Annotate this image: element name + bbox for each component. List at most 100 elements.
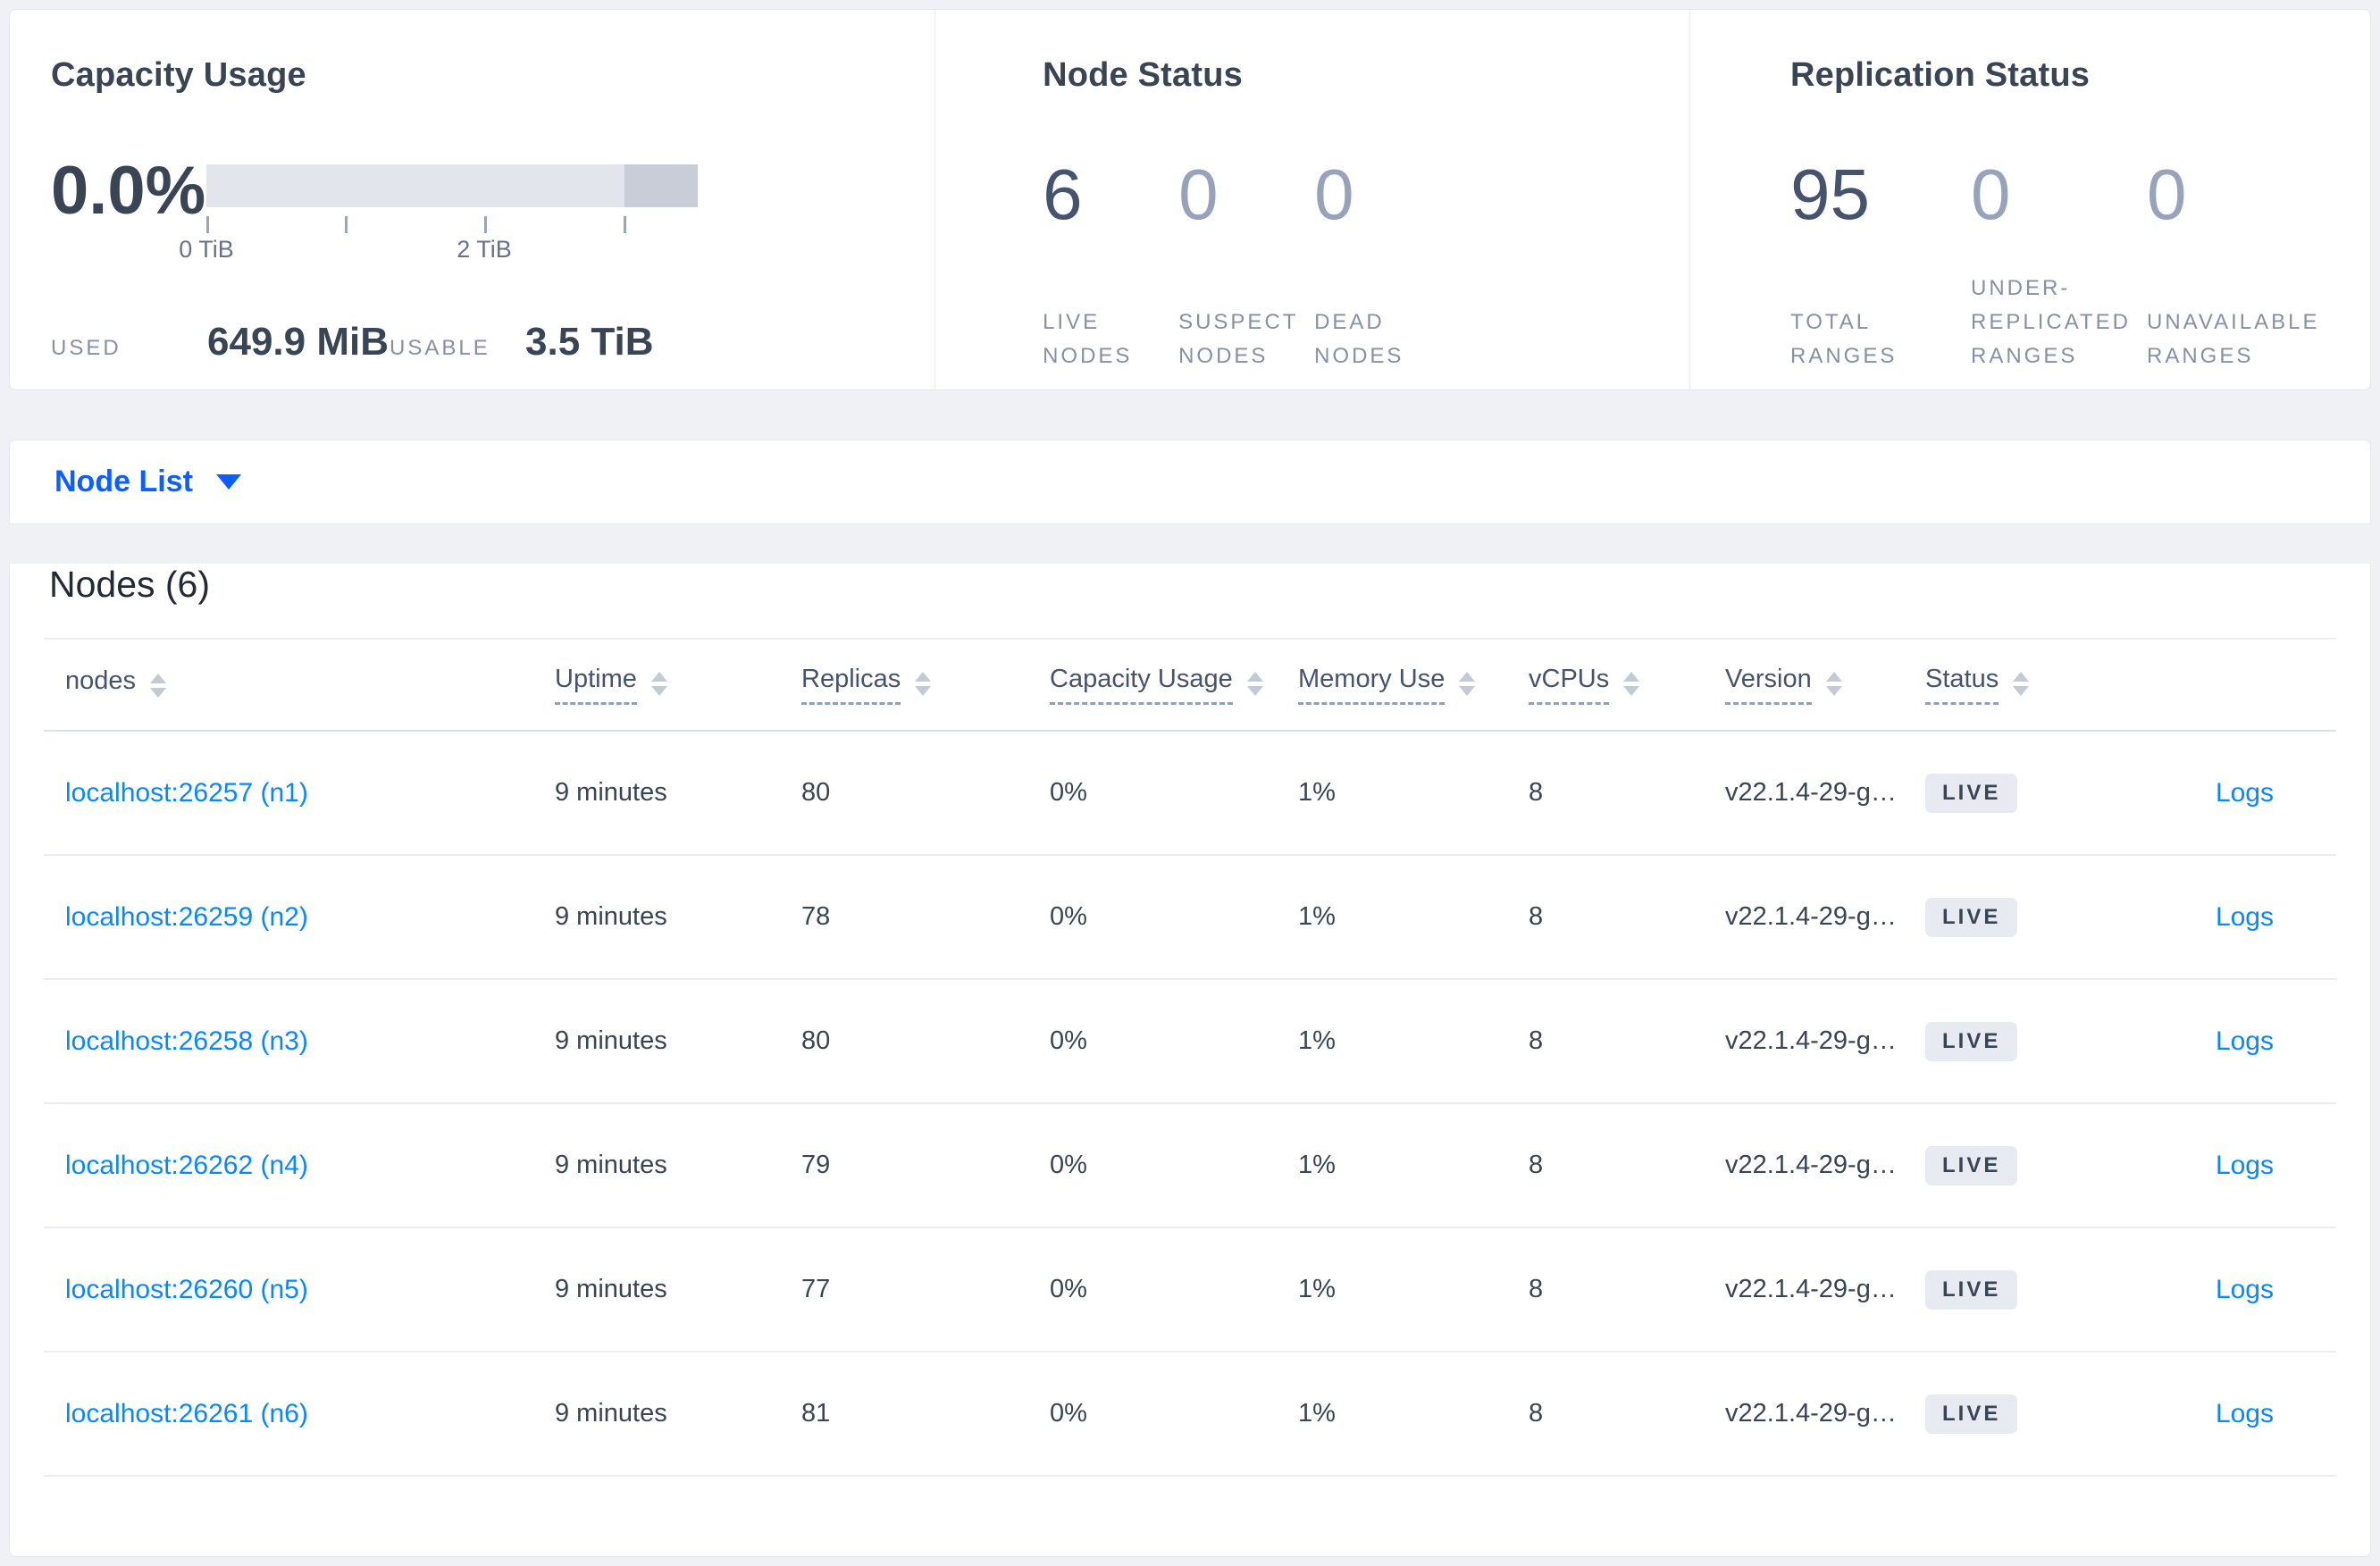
view-selector-bar: Node List — [9, 440, 2371, 524]
sort-icon — [1246, 672, 1263, 696]
uptime-cell: 9 minutes — [555, 1275, 667, 1303]
capacity-cell: 0% — [1050, 1151, 1087, 1179]
dead-nodes-stat: 0 DEAD NODES — [1314, 95, 1450, 373]
logs-link[interactable]: Logs — [2215, 1398, 2274, 1428]
logs-link[interactable]: Logs — [2215, 1026, 2274, 1056]
uptime-cell: 9 minutes — [555, 902, 667, 931]
column-header-nodes[interactable]: nodes — [44, 666, 533, 704]
memory-cell: 1% — [1298, 1399, 1336, 1428]
axis-tick — [345, 216, 348, 233]
sort-icon — [2013, 672, 2030, 696]
divider — [44, 638, 2336, 640]
logs-link[interactable]: Logs — [2215, 1150, 2274, 1180]
chevron-down-icon[interactable] — [215, 474, 241, 490]
vcpus-cell: 8 — [1529, 1275, 1544, 1303]
table-row: localhost:26258 (n3) 9 minutes 80 0% 1% … — [44, 980, 2336, 1104]
vcpus-cell: 8 — [1529, 1399, 1544, 1428]
node-address-link[interactable]: localhost:26257 (n1) — [65, 777, 308, 808]
total-ranges-stat: 95 TOTAL RANGES — [1790, 95, 1971, 373]
axis-tick — [484, 216, 487, 233]
suspect-nodes-label: SUSPECT NODES — [1178, 310, 1298, 368]
sort-icon — [915, 672, 932, 696]
table-row: localhost:26262 (n4) 9 minutes 79 0% 1% … — [44, 1104, 2336, 1228]
capacity-cell: 0% — [1050, 1399, 1087, 1428]
replicas-cell: 77 — [801, 1275, 831, 1303]
status-badge: LIVE — [1925, 773, 2018, 813]
sort-icon — [1825, 672, 1842, 696]
logs-link[interactable]: Logs — [2215, 777, 2274, 808]
node-address-link[interactable]: localhost:26258 (n3) — [65, 1026, 308, 1056]
column-header-version[interactable]: Version — [1704, 665, 1904, 705]
sort-icon — [650, 672, 667, 696]
used-label: USED — [51, 336, 122, 360]
version-cell: v22.1.4-29-g… — [1725, 1026, 1897, 1055]
version-cell: v22.1.4-29-g… — [1725, 1399, 1897, 1428]
axis-tick — [206, 216, 209, 233]
node-address-link[interactable]: localhost:26262 (n4) — [65, 1150, 308, 1180]
total-ranges-value: 95 — [1790, 155, 1870, 234]
status-badge: LIVE — [1925, 897, 2018, 937]
vcpus-cell: 8 — [1529, 902, 1544, 931]
column-header-vcpus[interactable]: vCPUs — [1507, 665, 1704, 705]
replication-status-title: Replication Status — [1790, 56, 2091, 94]
version-cell: v22.1.4-29-g… — [1725, 1275, 1897, 1303]
sort-icon — [150, 673, 167, 698]
vcpus-cell: 8 — [1529, 1151, 1544, 1179]
memory-cell: 1% — [1298, 1275, 1336, 1303]
node-address-link[interactable]: localhost:26260 (n5) — [65, 1274, 308, 1304]
column-header-capacity-usage[interactable]: Capacity Usage — [1028, 665, 1277, 705]
unavailable-ranges-stat: 0 UNAVAILABLE RANGES — [2147, 95, 2370, 373]
replicas-cell: 81 — [801, 1399, 831, 1428]
capacity-axis-labels: 0 TiB 2 TiB — [179, 234, 698, 264]
memory-cell: 1% — [1298, 778, 1336, 807]
status-badge: LIVE — [1925, 1145, 2018, 1185]
uptime-cell: 9 minutes — [555, 778, 667, 807]
column-header-status[interactable]: Status — [1904, 665, 2172, 705]
replicas-cell: 79 — [801, 1151, 831, 1179]
capacity-bar-chart: 0 TiB 2 TiB — [179, 164, 698, 264]
status-badge: LIVE — [1925, 1021, 2018, 1061]
sort-icon — [1459, 672, 1476, 696]
dead-nodes-value: 0 — [1314, 155, 1354, 234]
under-replicated-ranges-value: 0 — [1971, 155, 2011, 234]
replicas-cell: 80 — [801, 778, 831, 807]
node-status-section: Node Status 6 LIVE NODES 0 SUSPECT NODES… — [934, 10, 1689, 389]
axis-tick-label: 2 TiB — [457, 236, 512, 263]
logs-link[interactable]: Logs — [2215, 1274, 2274, 1304]
cluster-summary-panel: Capacity Usage 0.0% 0 TiB 2 TiB — [9, 9, 2371, 390]
node-address-link[interactable]: localhost:26259 (n2) — [65, 901, 308, 932]
column-header-replicas[interactable]: Replicas — [780, 665, 1028, 705]
capacity-cell: 0% — [1050, 778, 1087, 807]
capacity-usage-title: Capacity Usage — [51, 56, 306, 94]
capacity-stats-row: USED 649.9 MiB USABLE 3.5 TiB — [51, 320, 934, 364]
column-header-uptime[interactable]: Uptime — [533, 665, 780, 705]
logs-link[interactable]: Logs — [2215, 901, 2274, 932]
live-nodes-label: LIVE NODES — [1043, 310, 1133, 368]
replication-stats: 95 TOTAL RANGES 0 UNDER-REPLICATED RANGE… — [1790, 95, 2370, 373]
used-value: 649.9 MiB — [207, 320, 389, 364]
total-ranges-label: TOTAL RANGES — [1790, 310, 1898, 368]
capacity-cell: 0% — [1050, 1275, 1087, 1303]
node-status-stats: 6 LIVE NODES 0 SUSPECT NODES 0 DEAD NODE… — [1043, 95, 1689, 373]
memory-cell: 1% — [1298, 1026, 1336, 1055]
capacity-usage-section: Capacity Usage 0.0% 0 TiB 2 TiB — [10, 10, 934, 389]
live-nodes-stat: 6 LIVE NODES — [1043, 95, 1178, 373]
capacity-axis-ticks — [206, 207, 698, 234]
unavailable-ranges-value: 0 — [2147, 155, 2187, 234]
node-address-link[interactable]: localhost:26261 (n6) — [65, 1398, 308, 1428]
under-replicated-ranges-label: UNDER-REPLICATED RANGES — [1971, 276, 2131, 368]
uptime-cell: 9 minutes — [555, 1026, 667, 1055]
live-nodes-value: 6 — [1043, 155, 1083, 234]
node-status-title: Node Status — [1043, 56, 1243, 94]
nodes-table-card: Nodes (6) nodes Uptime Replicas Capacity… — [9, 564, 2371, 1557]
under-replicated-ranges-stat: 0 UNDER-REPLICATED RANGES — [1971, 95, 2147, 373]
usable-label: USABLE — [390, 336, 490, 360]
column-header-memory-use[interactable]: Memory Use — [1277, 665, 1507, 705]
axis-tick-label: 0 TiB — [179, 236, 234, 263]
unavailable-ranges-label: UNAVAILABLE RANGES — [2147, 310, 2320, 368]
suspect-nodes-value: 0 — [1178, 155, 1219, 234]
usable-value: 3.5 TiB — [525, 320, 654, 364]
node-list-dropdown[interactable]: Node List — [54, 465, 193, 498]
sort-icon — [1623, 672, 1640, 696]
nodes-count-title: Nodes (6) — [49, 564, 211, 605]
